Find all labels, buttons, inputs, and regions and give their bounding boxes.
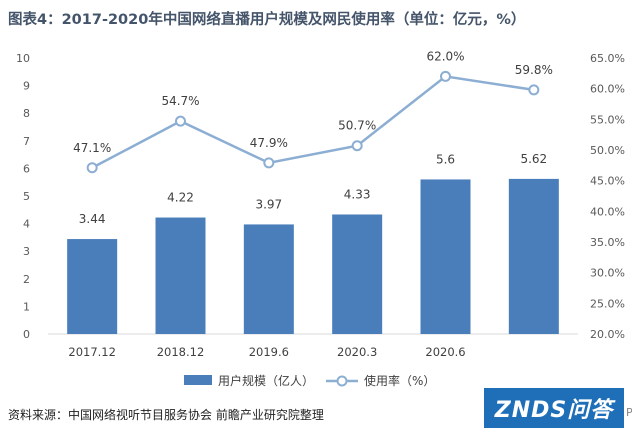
y-left-tick-label: 3 <box>23 245 30 258</box>
x-tick-label: 2017.12 <box>68 345 116 359</box>
x-tick-label: 2020.6 <box>425 345 465 359</box>
bar-data-label: 5.62 <box>520 152 547 166</box>
legend-line-label: 使用率（%） <box>364 373 435 388</box>
x-tick-label: 2018.12 <box>157 345 205 359</box>
bar-data-label: 4.22 <box>167 191 194 205</box>
x-tick-label: 2020.3 <box>337 345 377 359</box>
y-right-tick-label: 20.0% <box>590 328 625 341</box>
y-right-tick-label: 30.0% <box>590 267 625 280</box>
line-data-label: 50.7% <box>338 119 376 133</box>
y-left-tick-label: 10 <box>16 52 30 65</box>
line-data-label: 59.8% <box>515 63 553 77</box>
znds-logo[interactable]: ZNDS问答 <box>484 388 624 428</box>
bar <box>420 179 471 334</box>
logo-tail-text: P <box>626 406 632 419</box>
bar-data-label: 5.6 <box>436 152 455 166</box>
y-left-tick-label: 7 <box>23 135 30 148</box>
y-left-tick-label: 2 <box>23 273 30 286</box>
line-point <box>440 70 451 82</box>
bar <box>332 214 383 334</box>
usage-rate-line <box>91 75 535 169</box>
bar-data-label: 3.44 <box>79 212 106 226</box>
y-right-tick-label: 60.0% <box>590 83 625 96</box>
line-point <box>351 140 363 152</box>
bar <box>508 178 559 334</box>
y-left-tick-label: 0 <box>23 328 30 341</box>
chart-title: 图表4：2017-2020年中国网络直播用户规模及网民使用率（单位：亿元，%） <box>8 12 526 28</box>
bar <box>155 217 206 334</box>
line-point <box>175 115 186 127</box>
source-note: 资料来源：中国网络视听节目服务协会 前瞻产业研究院整理 <box>8 408 324 422</box>
bar <box>67 239 118 334</box>
line-data-label: 47.9% <box>250 136 288 150</box>
line-point <box>528 84 540 96</box>
y-right-tick-label: 45.0% <box>590 175 625 188</box>
y-right-tick-label: 55.0% <box>590 113 625 126</box>
y-right-tick-label: 65.0% <box>590 52 625 65</box>
y-right-tick-label: 50.0% <box>590 144 625 157</box>
legend-bar-swatch <box>184 375 212 385</box>
y-left-tick-label: 9 <box>23 80 30 93</box>
line-data-label: 47.1% <box>73 141 111 155</box>
line-data-label: 54.7% <box>161 94 199 108</box>
bar <box>243 224 294 334</box>
y-left-tick-label: 8 <box>23 107 30 120</box>
bar-data-label: 4.33 <box>344 187 371 201</box>
y-right-tick-label: 35.0% <box>590 236 625 249</box>
line-data-label: 62.0% <box>426 49 464 63</box>
logo-text: ZNDS问答 <box>494 398 614 423</box>
bar-data-label: 3.97 <box>255 197 282 211</box>
y-left-tick-label: 1 <box>23 300 30 313</box>
line-point <box>263 157 275 169</box>
line-point <box>86 162 98 174</box>
legend-line-marker <box>336 375 348 387</box>
legend-bar-label: 用户规模（亿人） <box>218 373 314 388</box>
y-left-tick-label: 4 <box>23 218 30 231</box>
y-left-tick-label: 6 <box>23 162 30 175</box>
y-left-tick-label: 5 <box>23 190 30 203</box>
y-right-tick-label: 40.0% <box>590 205 625 218</box>
x-tick-label: 2019.6 <box>249 345 289 359</box>
y-right-tick-label: 25.0% <box>590 297 625 310</box>
